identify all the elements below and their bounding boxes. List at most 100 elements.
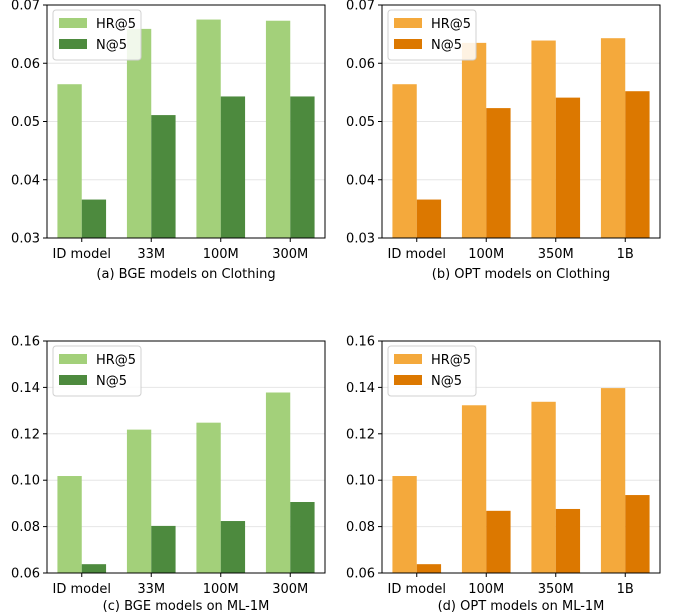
y-tick-label: 0.10: [346, 474, 375, 489]
plot-frame: [46, 4, 326, 239]
y-tick-label: 0.10: [11, 474, 40, 489]
y-tick-label: 0.04: [11, 173, 40, 188]
bar-n-5-3: [220, 521, 246, 573]
y-tick-label: 0.08: [346, 520, 375, 535]
bar-n-5-4: [625, 495, 650, 573]
bar-n-5-2: [486, 510, 511, 573]
legend-label: N@5: [96, 374, 127, 389]
y-tick-label: 0.05: [11, 115, 40, 130]
legend-swatch: [394, 18, 422, 28]
legend: HR@5 N@5: [387, 345, 477, 397]
bar-hr-5-4: [600, 38, 626, 238]
y-tick-label: 0.12: [346, 427, 375, 442]
legend-label: HR@5: [431, 17, 471, 32]
chart-caption: (c) BGE models on ML-1M: [103, 599, 270, 613]
bar-n-5-3: [555, 508, 581, 573]
x-tick-label: 1B: [617, 582, 634, 597]
bar-n-5-3: [555, 97, 581, 239]
y-tick-label: 0.06: [346, 567, 375, 582]
bar-n-5-4: [290, 502, 315, 573]
chart-caption: (b) OPT models on Clothing: [432, 267, 610, 282]
legend: HR@5 N@5: [52, 345, 142, 397]
chart-panel-2: 0.03 0.04 0.05 0.06 0.07 ID model 100M 350M 1B HR…: [346, 0, 661, 282]
legend-swatch: [394, 375, 422, 385]
legend-swatch: [394, 354, 422, 364]
chart-caption: (d) OPT models on ML-1M: [438, 599, 605, 613]
x-tick-label: ID model: [53, 247, 111, 262]
y-tick-label: 0.16: [346, 335, 375, 350]
x-tick-label: 1B: [617, 247, 634, 262]
legend-swatch: [59, 18, 87, 28]
y-tick-label: 0.12: [11, 427, 40, 442]
y-tick-label: 0.06: [11, 567, 40, 582]
x-tick-label: 33M: [137, 247, 165, 262]
bar-hr-5-2: [461, 42, 487, 238]
legend-label: HR@5: [431, 353, 471, 368]
x-tick-label: 100M: [468, 582, 504, 597]
y-tick-label: 0.14: [11, 381, 40, 396]
chart-panel-1: 0.03 0.04 0.05 0.06 0.07 ID model 33M 100M 300M H…: [11, 0, 326, 282]
plot-frame: [381, 340, 661, 574]
chart-panel-3: 0.06 0.08 0.10 0.12 0.14 0.16 ID model 33M 100M 3…: [11, 335, 326, 613]
bar-n-5-4: [625, 91, 650, 239]
x-tick-label: 100M: [203, 247, 239, 262]
y-tick-label: 0.04: [346, 173, 375, 188]
legend-swatch: [59, 39, 87, 49]
y-tick-label: 0.07: [11, 0, 40, 14]
legend-swatch: [394, 39, 422, 49]
bar-hr-5-3: [531, 401, 556, 573]
x-tick-label: 350M: [538, 247, 574, 262]
bar-n-5-4: [290, 96, 315, 238]
x-tick-label: ID model: [53, 582, 111, 597]
y-tick-label: 0.03: [11, 232, 40, 247]
bar-n-5-2: [151, 115, 176, 238]
y-tick-label: 0.14: [346, 381, 375, 396]
bar-n-5-1: [416, 564, 442, 573]
x-tick-label: 33M: [137, 582, 165, 597]
bar-n-5-3: [220, 96, 246, 238]
x-tick-label: 350M: [538, 582, 574, 597]
bar-hr-5-4: [265, 20, 291, 238]
y-tick-label: 0.08: [11, 520, 40, 535]
bar-n-5-2: [151, 525, 176, 573]
y-tick-label: 0.06: [346, 57, 375, 72]
bar-hr-5-1: [57, 84, 82, 238]
legend-label: N@5: [431, 38, 462, 53]
y-tick-label: 0.05: [346, 115, 375, 130]
bar-n-5-1: [81, 564, 107, 573]
legend: HR@5 N@5: [387, 9, 477, 61]
y-tick-label: 0.07: [346, 0, 375, 14]
bar-n-5-1: [81, 199, 107, 238]
x-tick-label: ID model: [388, 582, 446, 597]
bar-hr-5-3: [531, 40, 556, 238]
y-tick-label: 0.03: [346, 232, 375, 247]
bar-hr-5-1: [57, 476, 82, 573]
bar-hr-5-2: [461, 405, 487, 573]
bar-n-5-2: [486, 108, 511, 238]
x-tick-label: 100M: [203, 582, 239, 597]
legend-label: HR@5: [96, 17, 136, 32]
x-tick-label: 300M: [272, 582, 308, 597]
x-tick-label: ID model: [388, 247, 446, 262]
legend-swatch: [59, 354, 87, 364]
plot-frame: [46, 340, 326, 574]
y-tick-label: 0.16: [11, 335, 40, 350]
y-tick-label: 0.06: [11, 57, 40, 72]
legend: HR@5 N@5: [52, 9, 142, 61]
chart-panel-4: 0.06 0.08 0.10 0.12 0.14 0.16 ID model 100M 350M…: [346, 335, 661, 613]
bar-hr-5-4: [600, 388, 626, 573]
bar-hr-5-2: [126, 429, 152, 573]
x-tick-label: 100M: [468, 247, 504, 262]
bar-hr-5-2: [126, 28, 152, 238]
legend-label: N@5: [96, 38, 127, 53]
legend-swatch: [59, 375, 87, 385]
chart-caption: (a) BGE models on Clothing: [96, 267, 275, 282]
plot-frame: [381, 4, 661, 239]
bar-hr-5-1: [392, 476, 417, 573]
legend-label: N@5: [431, 374, 462, 389]
legend-label: HR@5: [96, 353, 136, 368]
bar-hr-5-3: [196, 422, 221, 573]
bar-hr-5-4: [265, 392, 291, 573]
bar-hr-5-1: [392, 84, 417, 238]
